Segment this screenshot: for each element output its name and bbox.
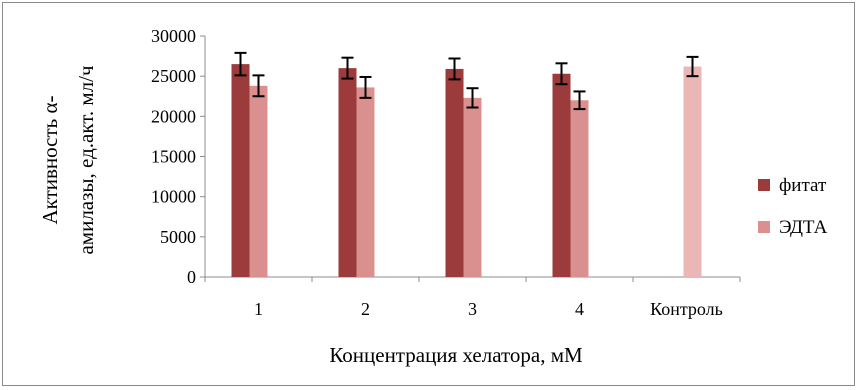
x-tick-label: Контроль (650, 299, 723, 319)
bar (570, 100, 589, 278)
y-tick-label: 0 (187, 267, 196, 287)
y-axis-title: Активность α- амилазы, ед.акт. мл/ч (38, 65, 98, 254)
bar (463, 97, 482, 278)
x-tick-label: 1 (254, 299, 263, 319)
y-tick-label: 10000 (151, 187, 196, 207)
legend-swatch (758, 179, 770, 191)
legend-label: фитат (779, 175, 827, 196)
y-tick-label: 25000 (151, 66, 196, 86)
y-axis-label-line2: амилазы, ед.акт. мл/ч (74, 65, 98, 254)
chart-frame (2, 2, 855, 386)
bar (552, 73, 571, 277)
bar (231, 64, 250, 277)
x-tick-label: 4 (575, 299, 584, 319)
y-tick-label: 5000 (160, 227, 196, 247)
y-tick-label: 20000 (151, 106, 196, 126)
bar (356, 87, 375, 277)
x-axis-label: Концентрация хелатора, мМ (329, 343, 583, 367)
legend-label: ЭДТА (779, 217, 828, 238)
bar (249, 85, 268, 277)
x-tick-label: 2 (361, 299, 370, 319)
bar (683, 66, 702, 277)
bar (338, 68, 357, 277)
x-tick-label: 3 (468, 299, 477, 319)
y-axis-label-line1: Активность α- (38, 95, 62, 224)
bar (445, 68, 464, 277)
legend: фитат ЭДТА (758, 175, 828, 238)
axes: 0 5000 10000 15000 20000 25000 30000 1 2 3 4 Контро… (151, 26, 741, 319)
bars-layer (231, 51, 702, 278)
y-tick-label: 30000 (151, 26, 196, 46)
legend-swatch (758, 221, 770, 233)
y-tick-label: 15000 (151, 147, 196, 167)
